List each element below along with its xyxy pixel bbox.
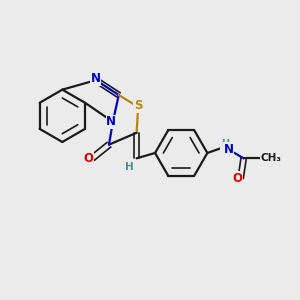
Text: CH₃: CH₃	[261, 153, 282, 163]
Text: S: S	[134, 99, 142, 112]
Text: O: O	[83, 152, 94, 165]
Text: N: N	[224, 143, 234, 156]
Text: H: H	[221, 139, 229, 149]
Text: N: N	[106, 115, 116, 128]
Text: O: O	[233, 172, 243, 185]
Text: H: H	[125, 162, 134, 172]
Text: N: N	[91, 72, 101, 85]
